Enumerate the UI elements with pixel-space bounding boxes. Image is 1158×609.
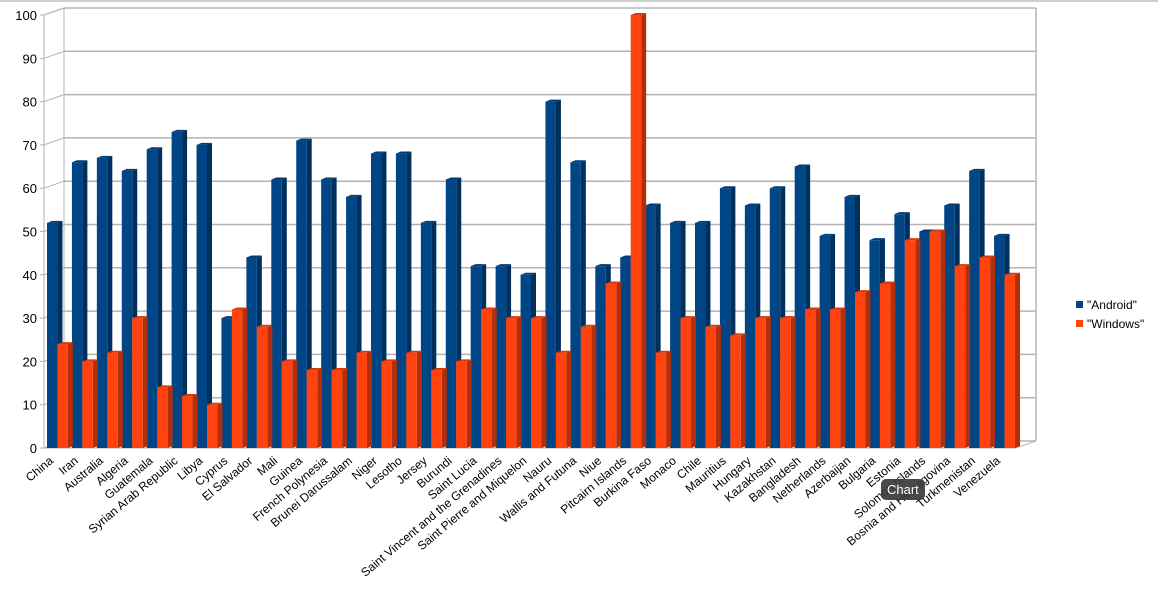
y-tick-label: 40 <box>23 268 37 283</box>
gridline-depth <box>43 94 65 103</box>
x-category-label: China <box>23 453 56 484</box>
bar-windows <box>555 350 572 448</box>
gridline-depth <box>43 7 65 16</box>
y-tick-label: 0 <box>30 441 37 456</box>
bar-windows <box>256 324 273 448</box>
bar-windows <box>182 394 198 448</box>
bar-windows <box>1004 272 1021 448</box>
bar-windows <box>207 402 223 448</box>
top-border-line <box>0 0 1158 2</box>
bar-windows <box>630 13 647 448</box>
bar-windows <box>830 307 846 448</box>
bar-windows <box>456 359 472 448</box>
bar-android <box>196 142 213 448</box>
y-tick-label: 20 <box>23 354 37 369</box>
bar-windows <box>879 281 896 448</box>
bar-windows <box>979 255 996 448</box>
y-tick-label: 90 <box>23 51 37 66</box>
legend-label-android: "Android" <box>1087 297 1137 312</box>
y-tick-label: 100 <box>15 8 37 23</box>
bar-windows <box>306 368 323 448</box>
bar-windows <box>331 368 348 448</box>
y-tick-label: 70 <box>23 138 37 153</box>
bar-windows <box>356 350 373 448</box>
bar-windows <box>904 238 921 448</box>
windows-swatch <box>1076 320 1083 327</box>
legend-label-windows: "Windows" <box>1087 316 1145 331</box>
bar-android <box>146 147 163 449</box>
bar-windows <box>82 359 98 448</box>
y-tick-label: 80 <box>23 95 37 110</box>
bar-windows <box>680 316 697 448</box>
gridline-depth <box>43 180 65 189</box>
bar-windows <box>57 342 73 448</box>
legend-item-android: "Android" <box>1076 295 1144 314</box>
bar-windows <box>281 359 298 448</box>
bar-windows <box>655 350 672 448</box>
bar-windows <box>431 368 447 448</box>
y-tick-label: 50 <box>23 225 37 240</box>
chart-legend: "Android" "Windows" <box>1076 295 1144 333</box>
bar-windows <box>157 385 173 448</box>
bar-windows <box>406 350 422 448</box>
bar-windows <box>481 307 497 448</box>
bar-windows <box>107 350 123 448</box>
bar-android <box>171 129 188 448</box>
legend-item-windows: "Windows" <box>1076 314 1144 333</box>
chart-tooltip: Chart <box>881 479 925 500</box>
bar-windows <box>929 229 946 448</box>
bar-windows <box>855 290 871 448</box>
y-tick-label: 10 <box>23 398 37 413</box>
bar-windows <box>730 333 746 448</box>
bar-windows <box>705 324 721 448</box>
bar-windows <box>231 307 248 448</box>
y-tick-label: 30 <box>23 311 37 326</box>
bar-windows <box>805 307 821 448</box>
android-swatch <box>1076 301 1083 308</box>
y-tick-label: 60 <box>23 181 37 196</box>
bar-windows <box>954 264 971 448</box>
bar-windows <box>580 324 597 448</box>
bar-windows <box>506 316 522 448</box>
bar-windows <box>780 316 796 448</box>
bar-windows <box>132 316 148 448</box>
gridline-depth <box>43 50 65 59</box>
bar-windows <box>531 316 547 448</box>
bar-windows <box>755 316 771 448</box>
bar-windows <box>381 359 397 448</box>
gridline-depth <box>43 137 65 146</box>
bar-windows <box>605 281 622 448</box>
